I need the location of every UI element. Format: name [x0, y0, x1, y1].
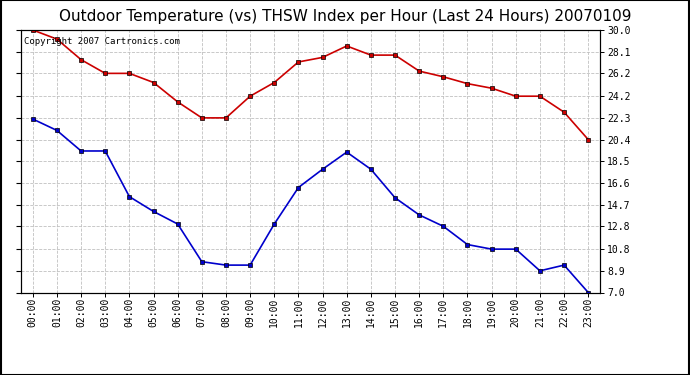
Text: Copyright 2007 Cartronics.com: Copyright 2007 Cartronics.com: [23, 37, 179, 46]
Text: Outdoor Temperature (vs) THSW Index per Hour (Last 24 Hours) 20070109: Outdoor Temperature (vs) THSW Index per …: [59, 9, 631, 24]
